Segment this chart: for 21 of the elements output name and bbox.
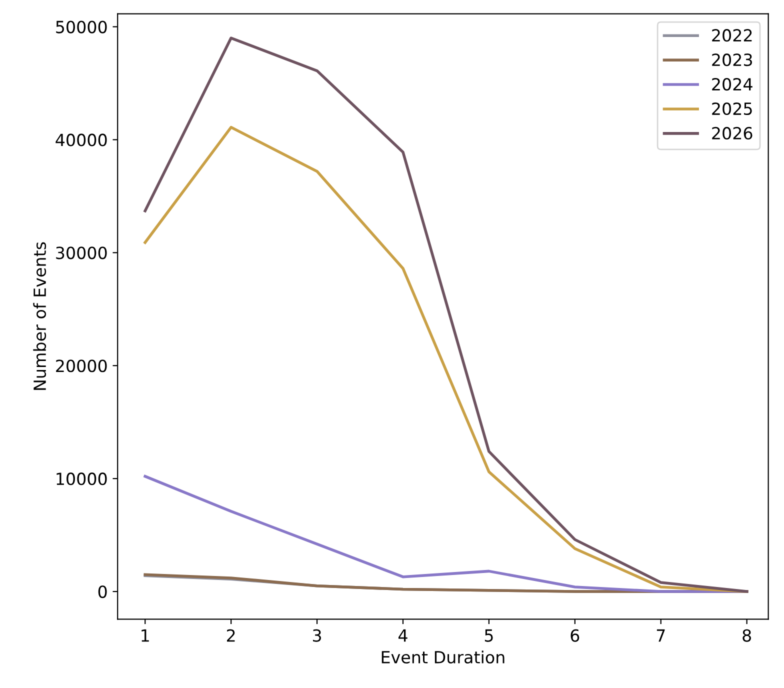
- legend-label: 2026: [712, 126, 752, 140]
- x-tick-label: 6: [570, 629, 580, 642]
- legend-label: 2024: [712, 78, 752, 91]
- y-tick-label: 20000: [56, 360, 107, 372]
- x-tick-label: 7: [656, 629, 665, 642]
- x-tick-label: 4: [398, 629, 408, 642]
- y-tick-label: 0: [98, 585, 107, 598]
- y-axis-title: Number of Events: [33, 242, 46, 390]
- x-tick-label: 5: [484, 629, 493, 642]
- legend-label: 2022: [712, 29, 752, 42]
- x-tick-label: 2: [226, 629, 235, 642]
- legend-label: 2023: [712, 54, 752, 66]
- x-tick-label: 1: [142, 629, 149, 642]
- y-tick-label: 40000: [56, 134, 107, 146]
- legend-label: 2025: [712, 102, 752, 116]
- x-axis-title: Event Duration: [382, 650, 504, 664]
- y-tick-label: 10000: [56, 472, 107, 486]
- x-tick-label: 8: [742, 629, 751, 642]
- y-tick-label: 50000: [56, 20, 107, 34]
- x-tick-label: 3: [312, 629, 321, 642]
- y-tick-label: 30000: [56, 246, 107, 260]
